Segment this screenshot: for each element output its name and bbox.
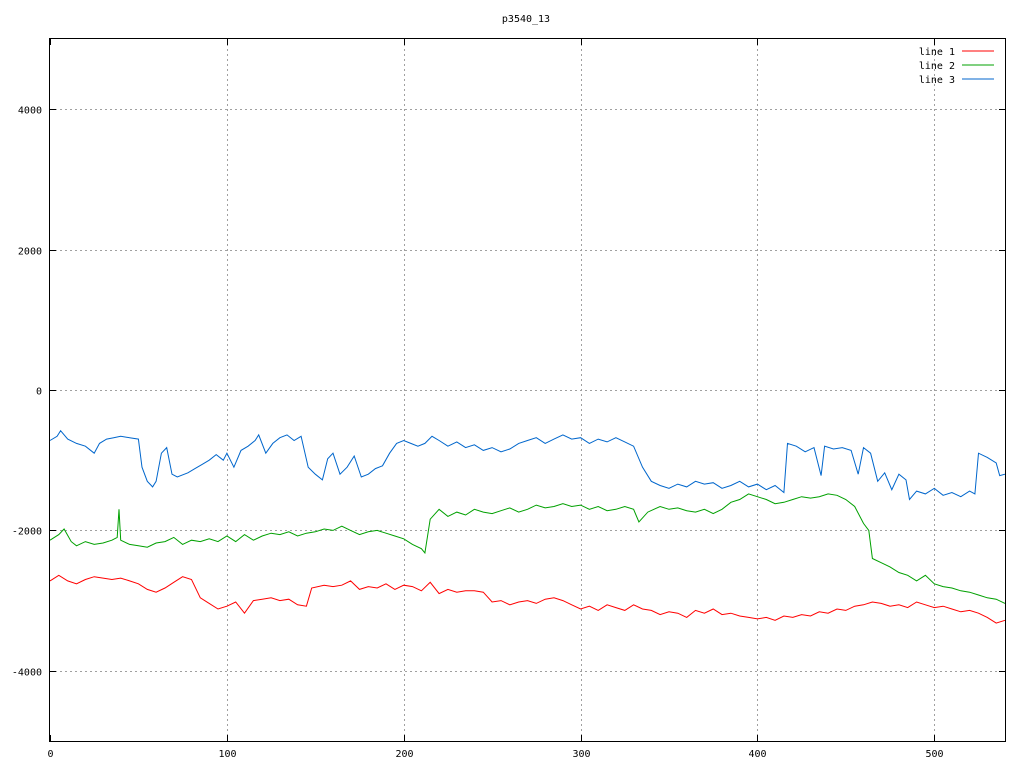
legend: line 1 line 2 line 3 [919,47,994,86]
series-lines [49,429,1006,624]
legend-label-1: line 1 [919,47,955,58]
y-tick-label: 2000 [18,247,42,258]
y-tick-label: 4000 [18,106,42,117]
y-tick-label: -2000 [12,527,42,538]
x-tick-label: 500 [925,749,943,760]
x-tick-label: 100 [218,749,236,760]
legend-label-2: line 2 [919,61,955,72]
x-tick-label: 0 [47,749,53,760]
x-tick-label: 400 [748,749,766,760]
series-line-2 [49,493,1006,604]
series-line-1 [49,574,1006,624]
y-tick-label: -4000 [12,668,42,679]
axis-ticks: 0 100 200 300 400 500 -4000 -2000 0 2000 4000 [12,39,1005,760]
series-line-3 [49,429,1006,501]
chart-title: p3540_13 [502,14,550,25]
x-tick-label: 200 [395,749,413,760]
plot-frame [49,38,1006,742]
y-tick-label: 0 [36,387,42,398]
grid-lines [50,39,1005,741]
legend-label-3: line 3 [919,75,955,86]
x-tick-label: 300 [572,749,590,760]
